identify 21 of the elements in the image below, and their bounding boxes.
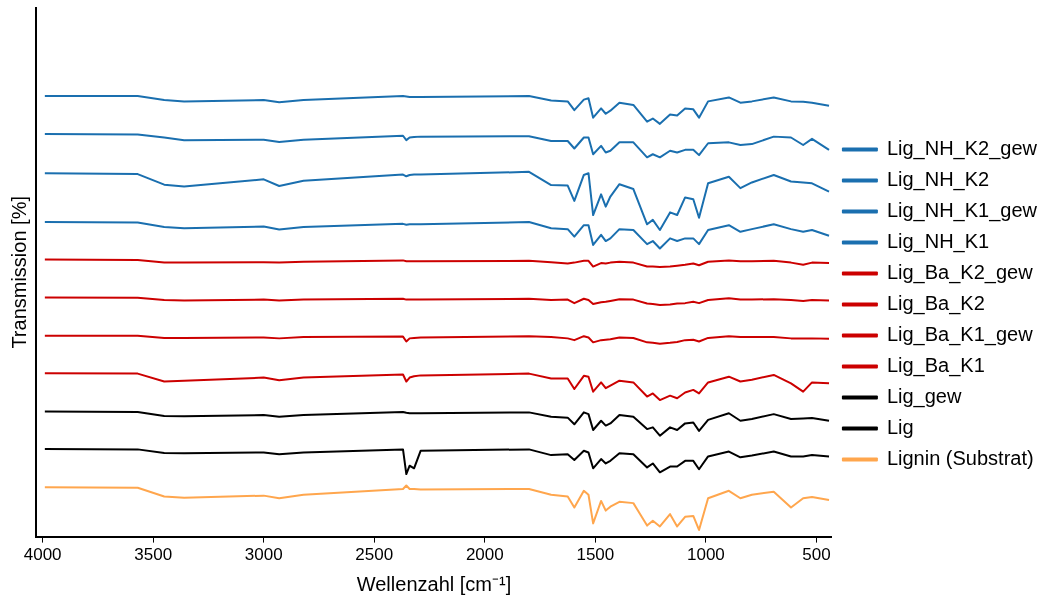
x-tick-label: 2500: [355, 545, 394, 565]
legend-label: Lig_Ba_K2_gew: [886, 261, 1034, 285]
legend-label: Lig_Ba_K1: [886, 354, 985, 378]
legend-label: Lig_gew: [886, 385, 962, 409]
legend-label: Lig_NH_K2_gew: [886, 137, 1038, 161]
legend-label: Lig_NH_K1_gew: [886, 199, 1038, 223]
x-tick-label: 2000: [465, 545, 504, 565]
legend-label: Lig_NH_K2: [886, 168, 990, 192]
x-tick-label: 500: [802, 545, 831, 565]
legend-label: Lignin (Substrat): [886, 447, 1034, 470]
legend-label: Lig: [886, 416, 914, 439]
x-tick-label: 1500: [576, 545, 615, 565]
legend-label: Lig_NH_K1: [886, 230, 990, 254]
x-tick-label: 3000: [244, 545, 283, 565]
x-axis-title: Wellenzahl [cm⁻¹]: [356, 572, 512, 595]
legend-label: Lig_Ba_K2: [886, 292, 985, 316]
legend-label: Lig_Ba_K1_gew: [886, 323, 1034, 347]
y-axis-title: Transmission [%]: [7, 195, 30, 349]
x-tick-label: 4000: [23, 545, 62, 565]
x-tick-label: 1000: [686, 545, 725, 565]
x-tick-label: 3500: [134, 545, 173, 565]
